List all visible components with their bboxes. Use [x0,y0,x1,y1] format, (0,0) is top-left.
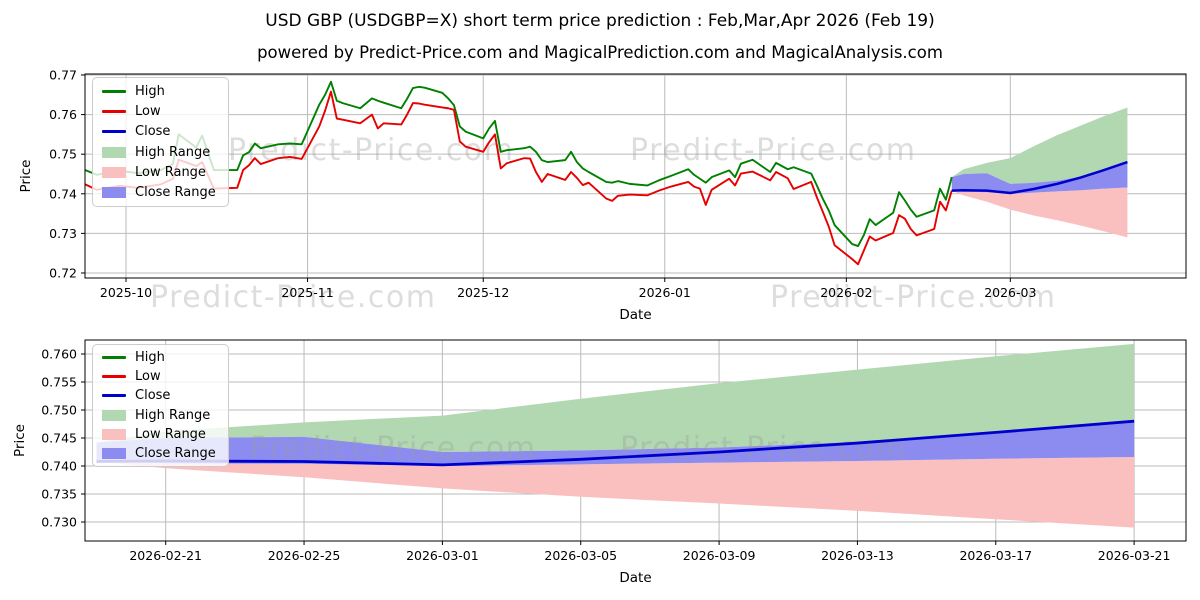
legend-item-label: Close [135,388,171,404]
x-axis-tick-label: 2026-03-13 [821,548,894,563]
plot-frame [84,339,1187,542]
legend-patch-swatch-4 [102,166,126,178]
legend-line-swatch-0 [102,356,126,360]
chart-title: USD GBP (USDGBP=X) short term price pred… [265,11,935,31]
legend-item-label: Low [135,369,161,385]
legend-item-label: Low Range [135,164,206,180]
legend-item-close-range: Close Range [93,444,228,463]
bottom-chart-legend: High Low Close High Range Low Range Close Ran… [92,344,229,467]
y-axis-label: Price [12,424,28,457]
y-axis-tick-label: 0.77 [49,67,77,82]
close-forecast-line [951,160,1128,195]
legend-patch-swatch-3 [102,409,126,421]
x-axis-tick-label: 2025-10 [100,285,152,300]
x-axis-tick-label: 2026-02-25 [268,548,341,563]
legend-item-label: High Range [135,144,211,160]
y-axis-tick-label: 0.76 [49,107,77,122]
watermark-text: Predict-Price.com [228,133,514,168]
legend-patch-swatch-5 [102,447,126,459]
y-axis-tick-label: 0.745 [41,431,77,446]
x-axis-tick-label: 2026-03-01 [406,548,479,563]
low-line [84,90,953,266]
legend-item-label: Close [135,124,171,140]
top-chart-legend: High Low Close High Range Low Range Close Ran… [92,77,229,207]
legend-item-label: Low Range [135,426,206,442]
x-axis-tick-label: 2026-03-17 [959,548,1032,563]
y-axis-tick-label: 0.740 [41,459,77,474]
y-axis-tick-label: 0.73 [49,226,77,241]
legend-line-swatch-0 [102,89,126,93]
x-axis-tick-label: 2026-03-05 [544,548,617,563]
y-axis-tick-label: 0.730 [41,515,77,530]
plot-frame [84,73,1187,279]
y-axis-tick-label: 0.755 [41,375,77,390]
x-axis-tick-label: 2026-03 [984,285,1036,300]
x-axis-tick-label: 2026-01 [639,285,691,300]
low-range-band [951,187,1128,238]
x-axis-label: Date [619,307,651,323]
legend-item-close-range: Close Range [93,183,228,203]
close-range-band [951,162,1128,194]
watermark-text: Predict-Price.com [150,280,436,315]
legend-item-low: Low [93,367,228,386]
legend-item-label: High [135,83,165,99]
low-range-band [96,457,1135,528]
x-axis-tick-label: 2025-11 [281,285,333,300]
y-axis-tick-label: 0.72 [49,265,77,280]
legend-item-label: High Range [135,407,211,423]
high-range-band [96,343,1135,453]
legend-item-label: High [135,350,165,366]
legend-item-low: Low [93,101,228,121]
x-axis-tick-label: 2025-12 [457,285,509,300]
legend-patch-swatch-3 [102,146,126,158]
watermark-text: Predict-Price.com [630,133,916,168]
legend-item-label: Close Range [135,445,216,461]
y-axis-tick-label: 0.74 [49,186,77,201]
y-axis-tick-label: 0.760 [41,347,77,362]
legend-line-swatch-2 [102,130,126,134]
legend-item-label: Low [135,103,161,119]
legend-item-high: High [93,348,228,367]
chart-subtitle: powered by Predict-Price.com and Magical… [257,43,943,62]
legend-line-swatch-2 [102,394,126,398]
close-range-band [96,421,1135,467]
x-axis-tick-label: 2026-03-09 [683,548,756,563]
legend-item-close: Close [93,122,228,142]
y-axis-tick-label: 0.735 [41,487,77,502]
x-axis-tick-label: 2026-02-21 [129,548,202,563]
high-line [84,80,953,247]
x-axis-tick-label: 2026-02 [820,285,872,300]
x-axis-label: Date [619,570,651,586]
legend-patch-swatch-4 [102,428,126,440]
y-axis-tick-label: 0.750 [41,403,77,418]
legend-line-swatch-1 [102,375,126,379]
top-chart: Predict-Price.com Predict-Price.com Predic… [18,67,1187,323]
x-axis-tick-label: 2026-03-21 [1098,548,1171,563]
legend-item-close: Close [93,386,228,405]
y-axis-label: Price [18,160,34,193]
legend-line-swatch-1 [102,109,126,113]
legend-patch-swatch-5 [102,187,126,199]
legend-item-high-range: High Range [93,142,228,162]
legend-item-low-range: Low Range [93,425,228,444]
legend-item-low-range: Low Range [93,162,228,182]
watermark-text: Predict-Price.com [770,280,1056,315]
legend-item-label: Close Range [135,185,216,201]
y-axis-tick-label: 0.75 [49,147,77,162]
legend-item-high: High [93,81,228,101]
high-range-band [951,107,1128,184]
legend-item-high-range: High Range [93,406,228,425]
